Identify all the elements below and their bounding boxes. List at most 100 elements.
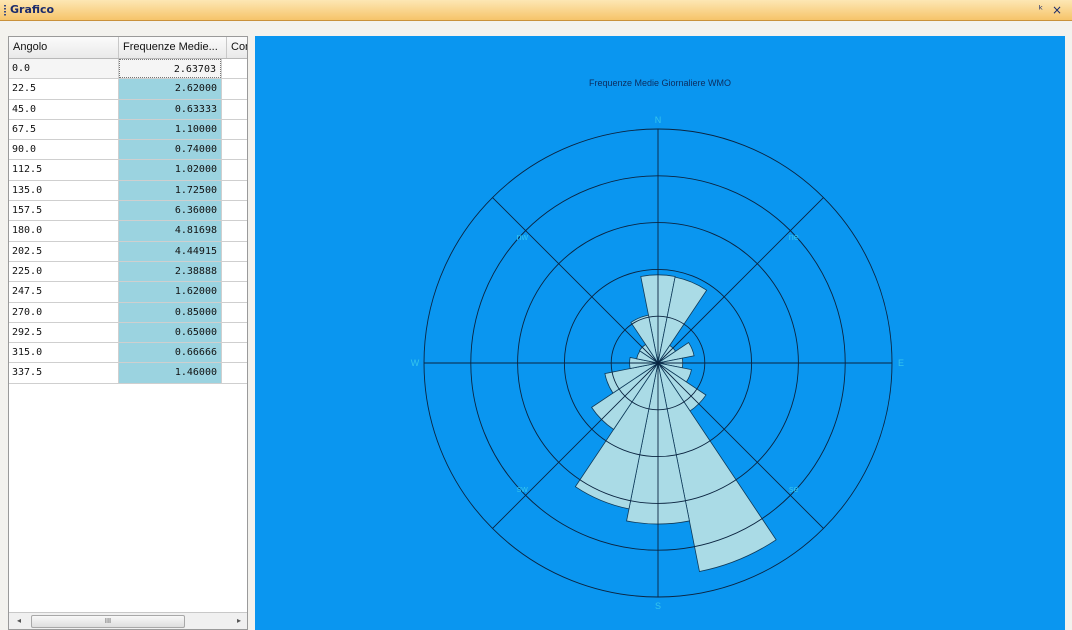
cell-frequenze[interactable]: 0.85000 [119, 302, 221, 322]
table-row[interactable]: 112.5 1.02000 [9, 160, 247, 181]
grid-spoke [657, 197, 824, 364]
cell-frequenze[interactable]: 2.62000 [119, 79, 221, 99]
cell-angolo[interactable]: 247.5 [9, 282, 119, 302]
cell-frequenze[interactable]: 0.74000 [119, 140, 221, 160]
cell-angolo[interactable]: 67.5 [9, 119, 119, 140]
table-row[interactable]: 202.5 4.44915 [9, 241, 247, 262]
cell-frequenze[interactable]: 4.44915 [119, 241, 221, 261]
cell-angolo[interactable]: 337.5 [9, 363, 119, 383]
cell-angolo[interactable]: 157.5 [9, 201, 119, 221]
cell-angolo[interactable]: 180.0 [9, 221, 119, 241]
cell-frequenze[interactable]: 1.62000 [119, 282, 221, 302]
column-header-frequenze[interactable]: Frequenze Medie... [119, 37, 227, 58]
cell-con[interactable] [221, 241, 247, 261]
cell-con[interactable] [221, 99, 247, 119]
cell-frequenze[interactable]: 1.02000 [119, 160, 221, 180]
cell-con[interactable] [221, 201, 247, 221]
cell-frequenze[interactable]: 1.72500 [119, 180, 221, 201]
cell-con[interactable] [221, 363, 247, 383]
cell-angolo[interactable]: 45.0 [9, 99, 119, 119]
table-row[interactable]: 315.0 0.66666 [9, 343, 247, 364]
cell-angolo[interactable]: 315.0 [9, 343, 119, 363]
table-row[interactable]: 67.5 1.10000 [9, 119, 247, 141]
direction-label: se [789, 484, 799, 494]
scroll-thumb[interactable]: III [31, 615, 185, 628]
cell-frequenze[interactable]: 0.66666 [119, 343, 221, 363]
table-row[interactable]: 157.5 6.36000 [9, 201, 247, 222]
chart-title: Frequenze Medie Giornaliere WMO [588, 78, 732, 88]
direction-label: ne [789, 232, 799, 242]
cell-con[interactable] [221, 221, 247, 241]
cell-frequenze[interactable]: 2.38888 [119, 261, 221, 282]
direction-label: W [411, 358, 420, 368]
table-row[interactable]: 292.5 0.65000 [9, 322, 247, 344]
cell-angolo[interactable]: 225.0 [9, 261, 119, 282]
table-row[interactable]: 225.0 2.38888 [9, 261, 247, 283]
column-header-angolo[interactable]: Angolo [9, 37, 119, 58]
cell-con[interactable] [221, 322, 247, 343]
cell-con[interactable] [221, 180, 247, 201]
cell-con[interactable] [221, 119, 247, 140]
table-row[interactable]: 90.0 0.74000 [9, 140, 247, 161]
cell-con[interactable] [221, 343, 247, 363]
table-row[interactable]: 22.5 2.62000 [9, 79, 247, 100]
close-icon[interactable]: × [1051, 3, 1063, 17]
table-row[interactable]: 180.0 4.81698 [9, 221, 247, 242]
cell-angolo[interactable]: 90.0 [9, 140, 119, 160]
rose-bar [657, 276, 708, 364]
cell-con[interactable] [221, 302, 247, 322]
rose-bar [657, 362, 777, 572]
cell-frequenze[interactable]: 1.10000 [119, 119, 221, 140]
table-row[interactable]: 135.0 1.72500 [9, 180, 247, 202]
cell-frequenze[interactable]: 0.63333 [119, 99, 221, 119]
grid-spoke [492, 197, 659, 364]
grid-spoke [492, 362, 659, 529]
scroll-right-icon[interactable]: ▸ [236, 616, 241, 625]
drag-grip-icon[interactable] [4, 5, 6, 16]
cell-frequenze[interactable]: 6.36000 [119, 201, 221, 221]
cell-con[interactable] [221, 140, 247, 160]
cell-frequenze[interactable]: 4.81698 [119, 221, 221, 241]
direction-label: sw [517, 484, 529, 494]
cell-angolo[interactable]: 292.5 [9, 322, 119, 343]
cell-frequenze[interactable]: 1.46000 [119, 363, 221, 383]
pin-icon[interactable]: ᵏ [1038, 3, 1044, 16]
table-row[interactable]: 45.0 0.63333 [9, 99, 247, 120]
table-row[interactable]: 247.5 1.62000 [9, 282, 247, 303]
cell-angolo[interactable]: 135.0 [9, 180, 119, 201]
cell-con[interactable] [221, 261, 247, 282]
window-titlebar: Grafico ᵏ × [0, 0, 1072, 21]
table-row[interactable]: 337.5 1.46000 [9, 363, 247, 384]
cell-angolo[interactable]: 22.5 [9, 79, 119, 99]
cell-angolo[interactable]: 270.0 [9, 302, 119, 322]
scroll-left-icon[interactable]: ◂ [16, 616, 21, 625]
grid-spoke [657, 362, 824, 529]
horizontal-scrollbar[interactable]: ◂ III ▸ [9, 612, 247, 629]
window-title: Grafico [10, 3, 55, 16]
rose-bar [657, 342, 695, 364]
grid-header: Angolo Frequenze Medie... Con [9, 37, 247, 59]
direction-label: E [898, 358, 904, 368]
table-row[interactable]: 270.0 0.85000 [9, 302, 247, 323]
column-header-con[interactable]: Con [231, 41, 247, 53]
data-grid: Angolo Frequenze Medie... Con 0.02.63703… [8, 36, 248, 630]
table-row[interactable]: 0.0 2.63703 [9, 59, 247, 80]
cell-con[interactable] [221, 160, 247, 180]
cell-con[interactable] [221, 282, 247, 302]
wind-rose-chart: Nne Ese Ssw Wnw [411, 115, 904, 611]
direction-label: S [655, 601, 661, 611]
cell-con[interactable] [221, 79, 247, 99]
grid-rows: 0.0 2.63703 22.5 2.62000 45.0 0.63333 67.5 1.10… [9, 59, 247, 384]
cell-frequenze[interactable]: 0.65000 [119, 322, 221, 343]
direction-label: N [655, 115, 662, 125]
cell-angolo[interactable]: 112.5 [9, 160, 119, 180]
rose-bar [630, 314, 659, 364]
rose-bar [604, 362, 659, 394]
cell-angolo[interactable]: 202.5 [9, 241, 119, 261]
cell-frequenze[interactable]: 2.63703 [119, 59, 221, 79]
cell-angolo[interactable]: 0.0 [9, 59, 119, 79]
direction-label: nw [516, 232, 528, 242]
cell-con[interactable] [221, 59, 247, 79]
rose-bar [574, 362, 659, 510]
